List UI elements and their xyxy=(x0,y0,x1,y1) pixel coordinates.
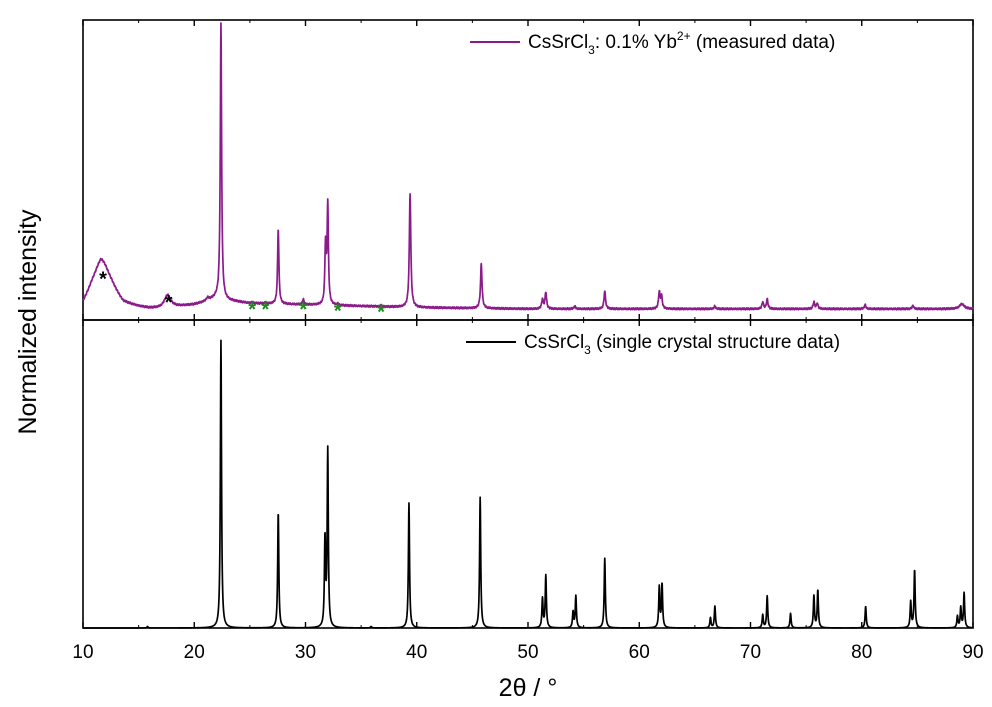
peak-marker-asterisk: * xyxy=(248,299,256,321)
plot-frame xyxy=(82,319,974,629)
peak-marker-asterisk: * xyxy=(334,300,342,322)
legend-label-reference: CsSrCl3 (single crystal structure data) xyxy=(524,332,840,357)
y-axis-title: Normalized intensity xyxy=(14,209,42,435)
x-tick-label: 70 xyxy=(740,642,761,663)
legend-label-measured: CsSrCl3: 0.1% Yb2+ (measured data) xyxy=(528,29,835,57)
x-tick-label: 40 xyxy=(406,642,427,663)
peak-marker-asterisk: * xyxy=(165,292,173,314)
series-line-measured xyxy=(82,22,974,311)
x-tick-label: 80 xyxy=(851,642,872,663)
x-tick-label: 50 xyxy=(517,642,538,663)
x-axis: 10 20 30 40 50 60 70 80 90 xyxy=(72,642,983,663)
peak-marker-asterisk: * xyxy=(262,299,270,321)
panel-reference: CsSrCl3 (single crystal structure data) xyxy=(82,319,974,629)
x-tick-label: 90 xyxy=(962,642,983,663)
x-tick-label: 60 xyxy=(629,642,650,663)
x-tick-label: 20 xyxy=(184,642,205,663)
peak-marker-asterisk: * xyxy=(99,268,107,290)
x-tick-label: 30 xyxy=(295,642,316,663)
peak-marker-asterisk: * xyxy=(377,302,385,324)
plot-frame xyxy=(82,19,974,321)
peak-marker-asterisk: * xyxy=(299,299,307,321)
panel-measured: * * * * * * * CsSrCl3: 0.1% Yb2+ (measured data… xyxy=(82,19,974,324)
series-line-reference xyxy=(82,339,974,629)
x-axis-title: 2θ / ° xyxy=(499,674,558,702)
x-tick-label: 10 xyxy=(72,642,93,663)
